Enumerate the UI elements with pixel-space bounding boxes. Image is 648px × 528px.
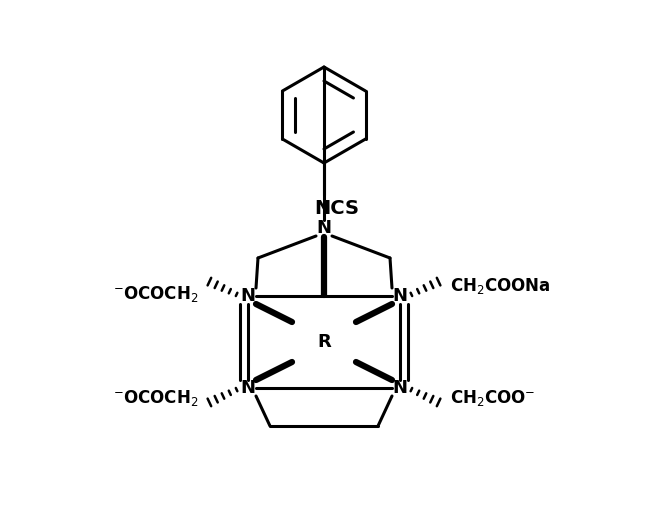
- Text: N: N: [393, 287, 408, 305]
- Text: N: N: [240, 379, 255, 397]
- Text: N: N: [393, 379, 408, 397]
- Text: $^{-}$OCOCH$_{2}$: $^{-}$OCOCH$_{2}$: [113, 284, 198, 304]
- Text: CH$_{2}$COO$^{-}$: CH$_{2}$COO$^{-}$: [450, 388, 535, 408]
- Text: CH$_{2}$COONa: CH$_{2}$COONa: [450, 276, 550, 296]
- Text: R: R: [317, 333, 331, 351]
- Text: NCS: NCS: [314, 199, 360, 218]
- Text: N: N: [240, 287, 255, 305]
- Text: N: N: [316, 219, 332, 237]
- Text: $^{-}$OCOCH$_{2}$: $^{-}$OCOCH$_{2}$: [113, 388, 198, 408]
